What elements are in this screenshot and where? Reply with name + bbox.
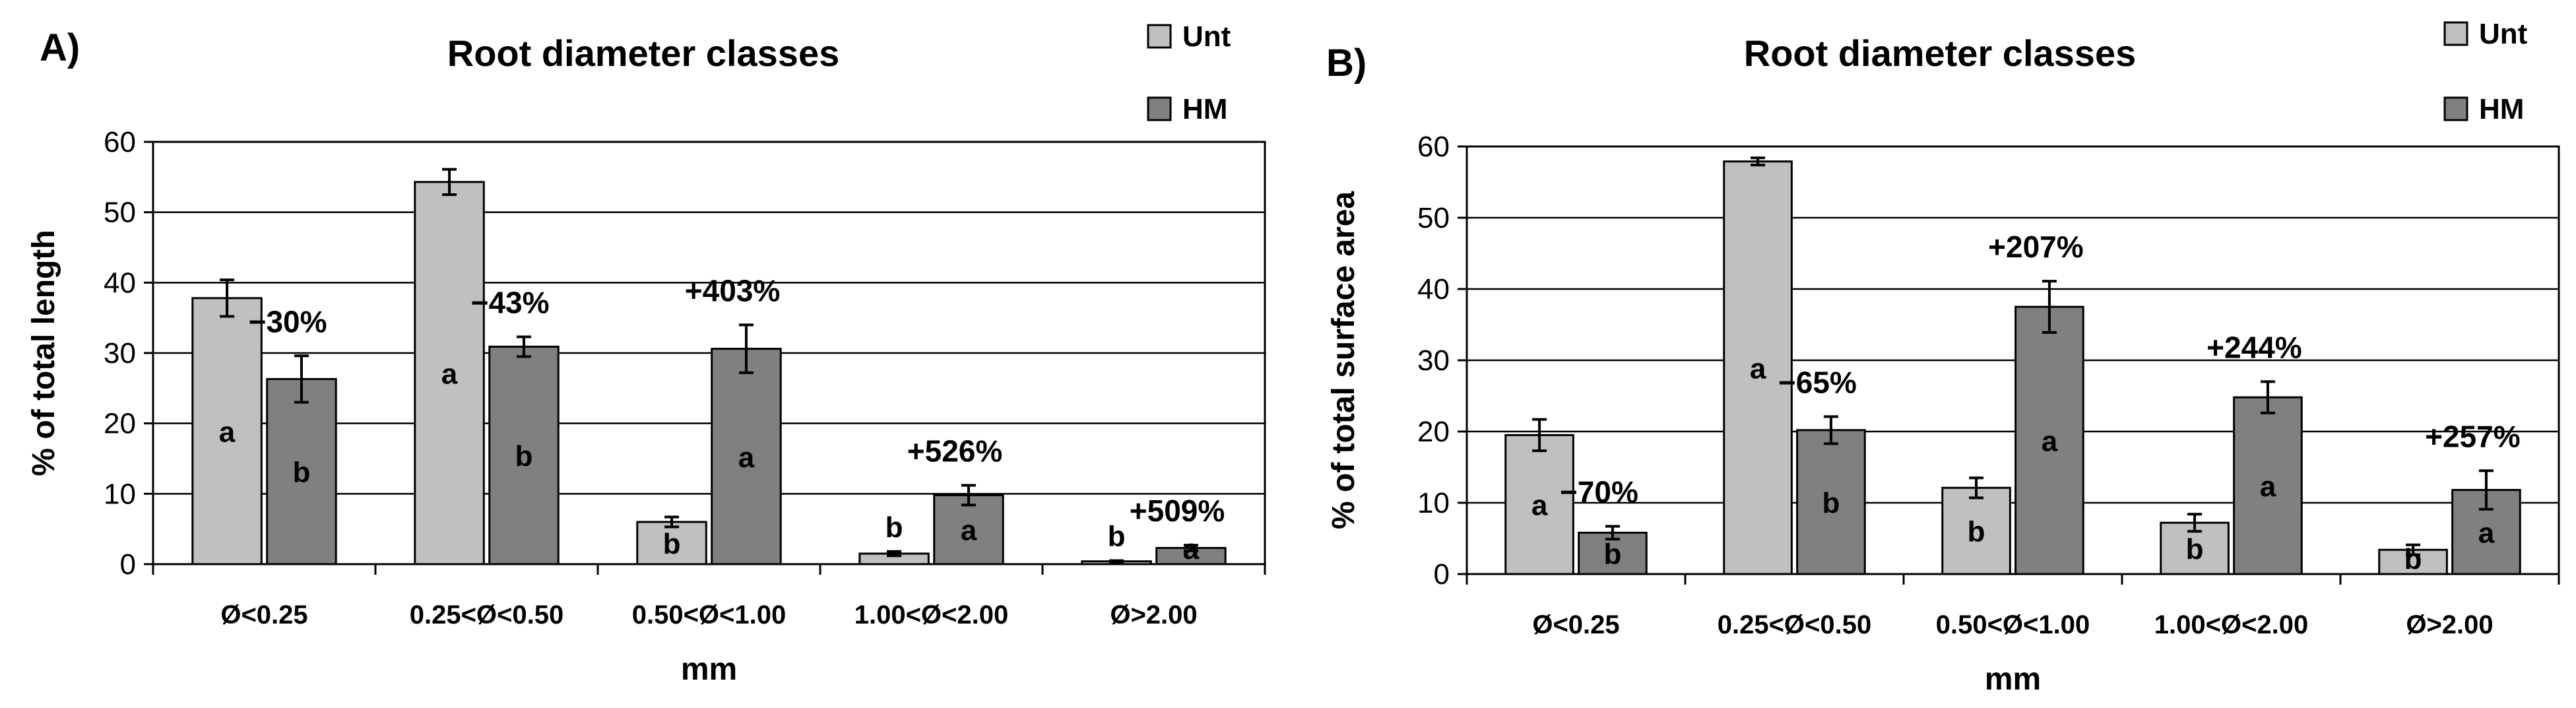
y-tick-label: 50	[104, 197, 136, 229]
bar-hm	[2014, 306, 2084, 575]
y-tick-label: 40	[104, 267, 136, 299]
chart-a: A) Root diameter classes 0 10 20 30 40 50 60 % of…	[26, 20, 1266, 687]
significance-letter: a	[1531, 490, 1548, 522]
y-axis-label: % of total surface area	[1326, 191, 1361, 529]
significance-letter: a	[2260, 470, 2276, 503]
y-tick-label: 10	[104, 478, 136, 510]
category-label: Ø>2.00	[2406, 610, 2493, 639]
legend-label: HM	[1182, 93, 1227, 125]
significance-letter: a	[219, 416, 236, 448]
bar-unt	[1504, 434, 1574, 575]
y-axis-label: % of total length	[26, 230, 61, 476]
percent-change: +257%	[2425, 419, 2521, 453]
significance-letter: b	[515, 440, 533, 472]
bar-hm	[2451, 489, 2521, 575]
bar-unt	[2160, 521, 2230, 575]
y-tick-label: 50	[1417, 202, 1450, 234]
legend-label: HM	[2479, 93, 2524, 125]
percent-change: +244%	[2206, 330, 2302, 364]
chart-b: B) Root diameter classes 0 10 20 30 40 50 60 % of…	[1326, 18, 2560, 697]
significance-letter: a	[961, 515, 977, 547]
significance-letter: b	[1108, 521, 1126, 553]
legend-swatch	[1147, 96, 1172, 121]
percent-change: +526%	[907, 434, 1003, 468]
category-label: 0.50<Ø<1.00	[632, 600, 787, 629]
y-tick-label: 40	[1417, 273, 1450, 306]
x-axis-label: mm	[1985, 662, 2041, 697]
significance-letter: a	[738, 441, 755, 474]
category-label: 1.00<Ø<2.00	[854, 600, 1009, 629]
significance-letter: b	[1968, 516, 1985, 548]
percent-change: +509%	[1130, 494, 1225, 528]
category-label: Ø<0.25	[220, 600, 307, 629]
x-axis-label: mm	[681, 652, 737, 687]
bar-hm	[711, 348, 782, 565]
y-tick-label: 30	[104, 337, 136, 370]
percent-change: +403%	[685, 273, 781, 307]
chart-title: Root diameter classes	[447, 32, 839, 74]
panel-label: A)	[40, 26, 80, 69]
bar-hm	[1796, 429, 1866, 575]
y-tick-label: 0	[120, 548, 136, 581]
y-tick-label: 20	[1417, 416, 1450, 448]
bar-hm	[933, 494, 1004, 565]
percent-change: −70%	[1560, 475, 1638, 509]
significance-letter: b	[2404, 543, 2422, 575]
percent-change: +207%	[1988, 230, 2084, 264]
y-tick-label: 20	[104, 408, 136, 440]
significance-letter: b	[886, 511, 903, 544]
category-label: 0.25<Ø<0.50	[1718, 610, 1872, 639]
chart-title: Root diameter classes	[1744, 32, 2136, 74]
legend-swatch	[2443, 21, 2468, 46]
percent-change: −43%	[471, 285, 550, 319]
category-label: 1.00<Ø<2.00	[2154, 610, 2309, 639]
significance-letter: a	[1750, 352, 1766, 385]
legend-swatch	[1147, 24, 1172, 49]
panel-label: B)	[1326, 42, 1367, 84]
significance-letter: a	[441, 358, 458, 390]
significance-letter: b	[293, 457, 311, 489]
category-label: 0.50<Ø<1.00	[1936, 610, 2090, 639]
y-tick-label: 30	[1417, 344, 1450, 377]
y-tick-label: 60	[104, 126, 136, 158]
y-tick-label: 0	[1434, 558, 1450, 591]
legend-label: Unt	[2479, 18, 2528, 50]
significance-letter: a	[2042, 426, 2058, 458]
significance-letter: b	[1603, 538, 1621, 571]
y-tick-label: 60	[1417, 131, 1450, 163]
category-label: Ø>2.00	[1110, 600, 1197, 629]
legend-label: Unt	[1182, 20, 1231, 53]
significance-letter: b	[663, 528, 681, 560]
y-tick-label: 10	[1417, 487, 1450, 519]
significance-letter: b	[1822, 487, 1840, 519]
category-label: 0.25<Ø<0.50	[410, 600, 564, 629]
category-label: Ø<0.25	[1532, 610, 1619, 639]
significance-letter: a	[1183, 533, 1200, 565]
percent-change: −30%	[249, 304, 327, 338]
legend-swatch	[2443, 96, 2468, 121]
bar-hm	[488, 345, 560, 565]
significance-letter: a	[2478, 517, 2495, 549]
percent-change: −65%	[1778, 365, 1857, 399]
significance-letter: b	[2186, 533, 2204, 565]
